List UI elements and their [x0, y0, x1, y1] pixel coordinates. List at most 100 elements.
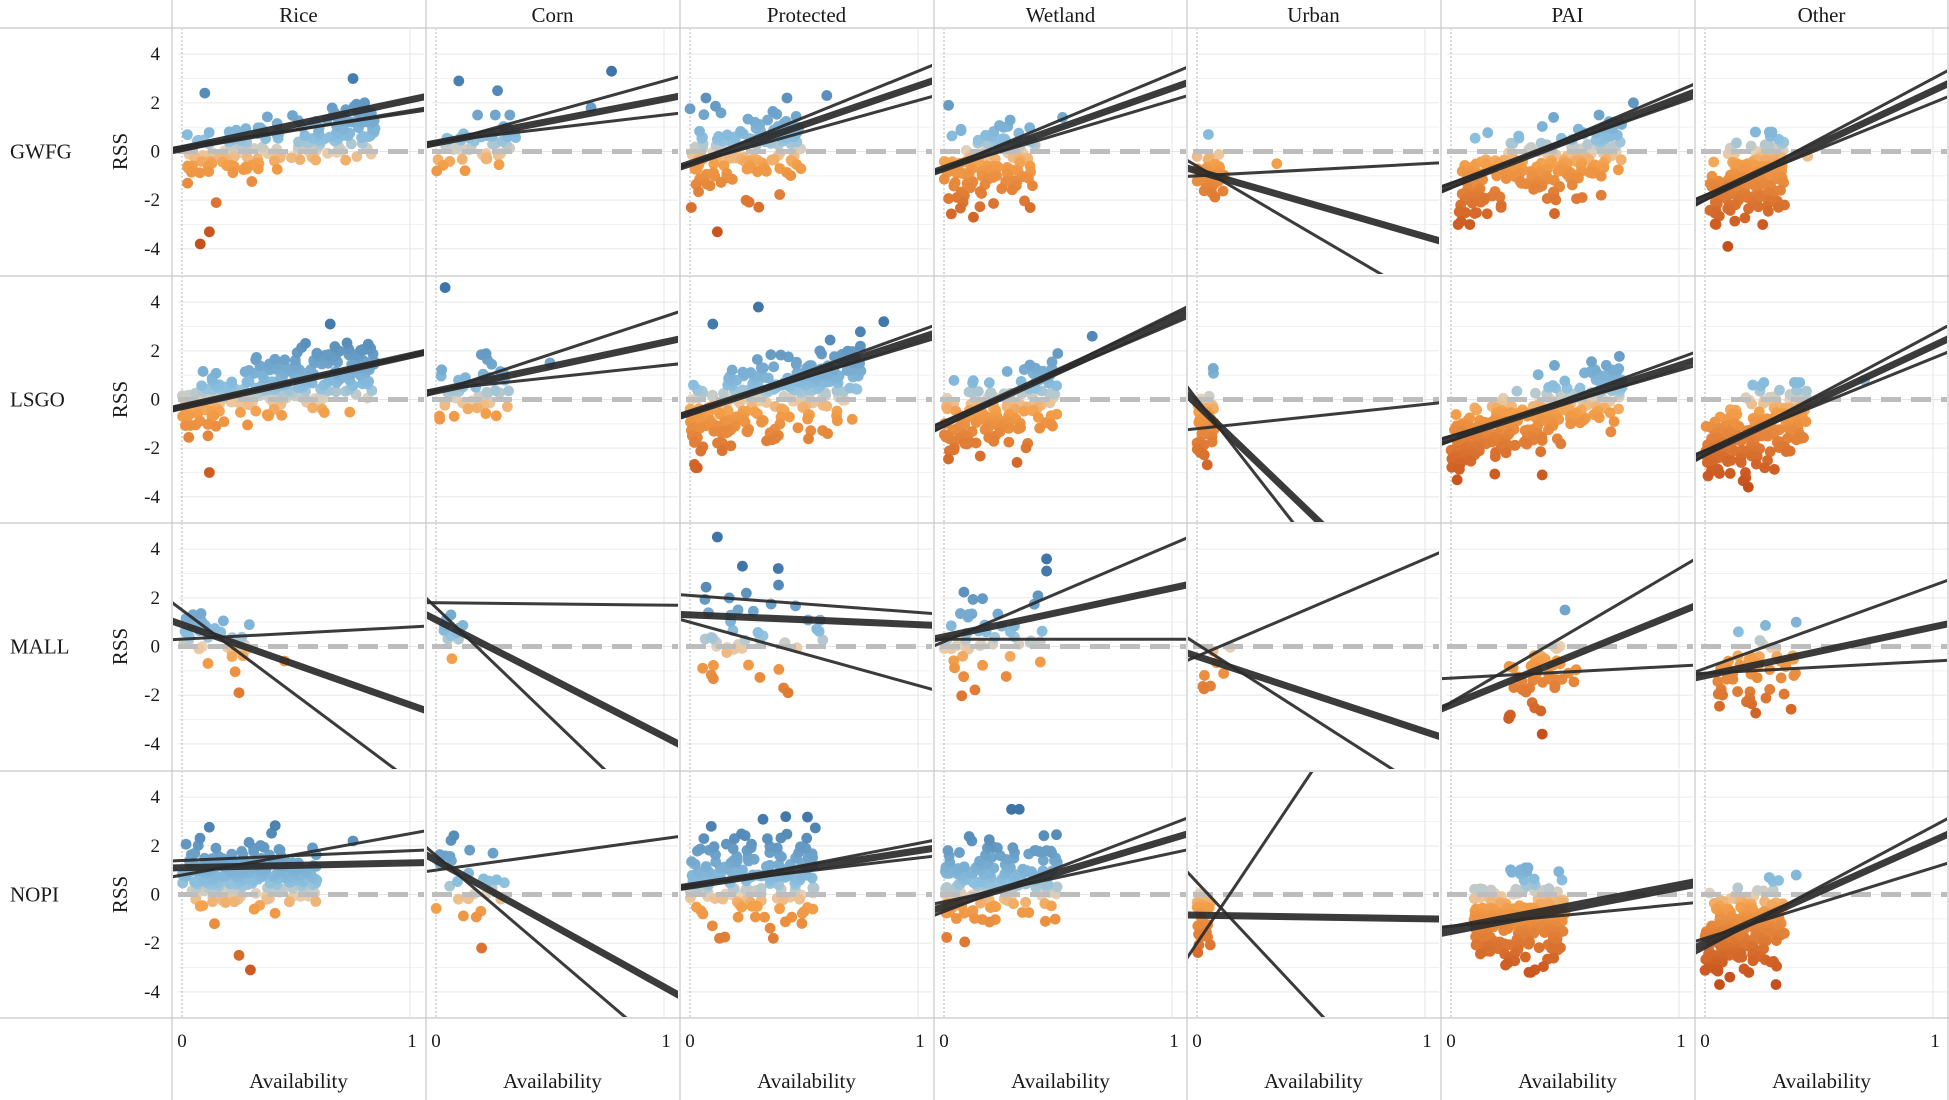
- data-point: [362, 338, 374, 350]
- data-point: [480, 348, 492, 360]
- data-point: [269, 907, 281, 919]
- data-point: [311, 347, 323, 359]
- data-point: [822, 428, 833, 439]
- data-point: [854, 326, 866, 338]
- data-point: [957, 650, 969, 662]
- data-point: [690, 462, 702, 474]
- data-point: [243, 364, 255, 376]
- y-tick-label: 0: [151, 637, 161, 658]
- data-point: [961, 438, 973, 450]
- data-point: [762, 114, 774, 126]
- data-point: [760, 165, 772, 177]
- y-tick-label: 0: [151, 885, 161, 906]
- data-point: [737, 864, 748, 876]
- data-point: [457, 620, 469, 631]
- data-point: [1732, 686, 1743, 697]
- fit-line-bound: [1696, 578, 1947, 674]
- data-point: [773, 663, 785, 675]
- data-point: [487, 847, 499, 859]
- data-point: [1530, 387, 1541, 399]
- panel-lsgo-urban: [1188, 277, 1439, 522]
- data-point: [814, 345, 826, 357]
- data-point: [1469, 208, 1481, 219]
- fit-line-mean: [1696, 620, 1947, 682]
- y-tick-label: 2: [151, 341, 161, 362]
- data-point: [706, 632, 717, 643]
- data-point: [958, 586, 970, 598]
- x-tick-label: 1: [1169, 1031, 1179, 1052]
- fit-line-bound: [427, 845, 628, 1017]
- data-point: [1780, 446, 1792, 457]
- data-point: [1613, 363, 1625, 375]
- data-point: [261, 111, 273, 123]
- data-point: [1539, 927, 1550, 938]
- data-point: [202, 430, 214, 442]
- data-point: [1007, 842, 1019, 854]
- fit-line-bound: [173, 352, 424, 410]
- data-point: [1600, 359, 1612, 371]
- data-point: [1008, 898, 1019, 910]
- data-point: [1595, 189, 1607, 201]
- data-point: [1536, 728, 1548, 740]
- data-point: [1532, 369, 1544, 381]
- fit-line-mean: [1442, 602, 1693, 713]
- data-point: [782, 687, 794, 699]
- data-point: [1702, 470, 1714, 482]
- data-point: [269, 820, 281, 832]
- data-point: [1598, 162, 1610, 173]
- data-point: [1728, 445, 1740, 457]
- panel-gwfg-protected: [681, 29, 932, 274]
- data-point: [795, 163, 807, 175]
- data-point: [1452, 219, 1464, 230]
- data-point: [781, 828, 793, 840]
- data-point: [1528, 873, 1540, 885]
- data-point: [1758, 377, 1770, 388]
- column-title-rice: Rice: [279, 3, 317, 27]
- data-point: [1739, 212, 1751, 224]
- data-point: [707, 673, 719, 685]
- data-point: [716, 445, 728, 457]
- data-point: [974, 450, 986, 462]
- y-tick-label: 2: [151, 836, 161, 857]
- data-point: [1757, 219, 1769, 230]
- data-point: [1049, 913, 1061, 925]
- data-point: [967, 375, 979, 387]
- data-point: [229, 151, 240, 162]
- data-point: [269, 155, 280, 167]
- data-point: [480, 408, 492, 419]
- y-tick-label: -4: [144, 487, 160, 508]
- data-point: [752, 626, 764, 638]
- data-point: [226, 376, 238, 388]
- data-point: [1535, 446, 1547, 458]
- data-point: [955, 202, 966, 214]
- data-point: [736, 901, 748, 913]
- data-point: [772, 563, 784, 574]
- data-point: [1489, 468, 1501, 480]
- data-point: [1536, 469, 1548, 481]
- x-axis-label: Availability: [1518, 1069, 1617, 1093]
- data-point: [751, 900, 763, 912]
- data-point: [1710, 219, 1722, 230]
- data-point: [1743, 203, 1754, 215]
- data-point: [1613, 403, 1624, 415]
- panel-gwfg-other: [1696, 29, 1947, 274]
- panel-nopi-other: [1696, 772, 1947, 1017]
- data-point: [1760, 619, 1771, 631]
- data-point: [307, 402, 319, 414]
- data-point: [1004, 114, 1016, 126]
- data-point: [984, 916, 995, 928]
- data-point: [186, 166, 197, 178]
- y-tick-label: 4: [151, 292, 161, 313]
- data-point: [283, 896, 295, 908]
- data-point: [1745, 140, 1757, 152]
- fit-line-bound: [935, 536, 1186, 648]
- data-point: [250, 405, 262, 417]
- data-point: [700, 581, 712, 593]
- data-point: [207, 896, 218, 908]
- data-point: [963, 831, 975, 842]
- data-point: [1613, 164, 1624, 176]
- data-point: [1717, 689, 1728, 701]
- data-point: [436, 364, 448, 376]
- data-point: [740, 587, 752, 599]
- data-point: [700, 92, 712, 104]
